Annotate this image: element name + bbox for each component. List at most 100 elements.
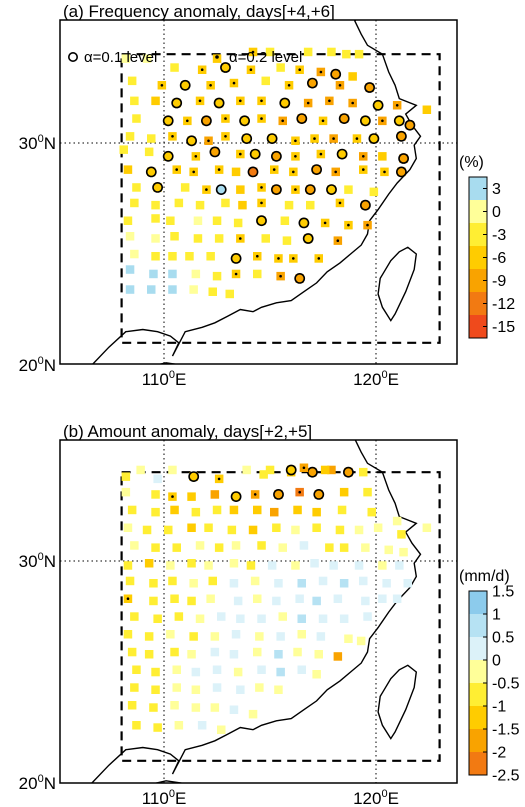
station-square	[217, 612, 226, 621]
significance-dot	[260, 117, 263, 120]
significance-dot	[194, 155, 198, 158]
station-square	[248, 167, 258, 177]
station-square	[318, 576, 328, 586]
significance-dot	[381, 119, 384, 123]
significance-dot	[294, 188, 297, 191]
significance-circle	[395, 166, 407, 178]
station-square	[306, 185, 315, 194]
station-square	[149, 269, 158, 279]
station-square	[293, 505, 302, 515]
station-square	[320, 465, 330, 475]
station-square	[170, 647, 179, 657]
colorbar: (%) 3 0 -3 -6 -9 -12 -15	[459, 154, 515, 339]
significance-circle	[359, 115, 371, 127]
station-square	[257, 541, 266, 550]
station-square	[397, 530, 406, 539]
station-square	[127, 647, 137, 657]
significance-circle	[209, 146, 221, 158]
station-square	[316, 632, 326, 641]
significance-circle	[279, 97, 291, 109]
colorbar-tick-label: -0.5	[492, 676, 520, 693]
station-square	[259, 470, 268, 479]
station-square	[170, 594, 179, 603]
significance-circle	[302, 233, 314, 244]
station-square	[127, 505, 137, 515]
colorbar-swatch	[469, 706, 487, 729]
station-square	[344, 634, 353, 643]
station-square	[359, 576, 368, 586]
station-square	[231, 254, 241, 263]
significance-dot	[332, 137, 335, 140]
station-square	[214, 98, 224, 108]
significance-dot	[255, 254, 259, 258]
station-square	[204, 523, 213, 532]
station-square	[257, 614, 266, 623]
station-square	[365, 83, 374, 92]
colorbar-tick-label: -2.5	[492, 768, 520, 785]
station-square	[121, 487, 131, 497]
station-square	[153, 183, 162, 192]
significance-circle	[285, 464, 297, 476]
significance-dot	[224, 135, 227, 138]
significance-dot	[217, 168, 221, 171]
coastline	[91, 20, 422, 364]
station-square	[212, 216, 222, 225]
significance-dot	[253, 493, 257, 496]
station-square	[212, 271, 222, 281]
significance-circle	[188, 471, 200, 482]
station-square	[286, 465, 296, 475]
colorbar-unit: (%)	[459, 154, 484, 171]
significance-circle	[215, 184, 227, 195]
significance-dot	[338, 201, 342, 205]
significance-dot	[294, 139, 297, 143]
station-square	[123, 165, 133, 174]
significance-circle	[247, 166, 259, 178]
plot-frame	[59, 19, 458, 365]
figure-marks: (a) Frequency anomaly, days[+4,+6] α=0.1 …	[19, 2, 520, 807]
lon-tick-label: 1100E	[142, 369, 187, 389]
significance-dot	[175, 168, 178, 171]
station-square	[144, 632, 154, 641]
station-square	[310, 559, 319, 568]
station-square	[193, 216, 203, 225]
lon-tick-label: 1200E	[353, 788, 399, 807]
station-square	[348, 72, 357, 81]
station-square	[291, 525, 300, 535]
significance-circle	[256, 215, 267, 227]
station-square	[312, 165, 321, 174]
colorbar-swatch	[469, 292, 487, 315]
plot-frame	[59, 439, 458, 784]
station-square	[168, 465, 177, 475]
legend-dot-marker	[215, 55, 219, 59]
station-square	[312, 507, 321, 517]
station-square	[212, 665, 222, 674]
station-square	[144, 147, 154, 157]
station-square	[253, 647, 262, 657]
lon-tick-label: 1200E	[353, 369, 399, 389]
station-square	[299, 218, 309, 228]
station-square	[195, 200, 205, 210]
significance-circle	[342, 466, 354, 478]
lat-tick-label: 300N	[19, 551, 56, 571]
significance-dot	[224, 117, 227, 120]
station-square	[123, 561, 133, 570]
colorbar-tick-label: 0	[492, 653, 501, 670]
station-square	[314, 490, 323, 499]
station-square	[238, 200, 247, 210]
station-square	[297, 630, 306, 639]
station-square	[333, 652, 343, 661]
panel-title: (b) Amount anomaly, days[+2,+5]	[63, 422, 312, 441]
significance-dot	[294, 155, 297, 158]
colorbar-tick-label: -3	[492, 227, 506, 244]
station-square	[297, 114, 306, 123]
station-square	[344, 467, 353, 477]
significance-dot	[321, 119, 325, 123]
station-square	[312, 523, 321, 532]
significance-circle	[241, 133, 253, 144]
significance-legend: α=0.1 level α=0.2 level	[68, 49, 302, 66]
colorbar-tick-label: -6	[492, 250, 506, 267]
significance-dot	[336, 239, 340, 242]
significance-dot	[281, 119, 285, 123]
station-square	[191, 507, 201, 517]
